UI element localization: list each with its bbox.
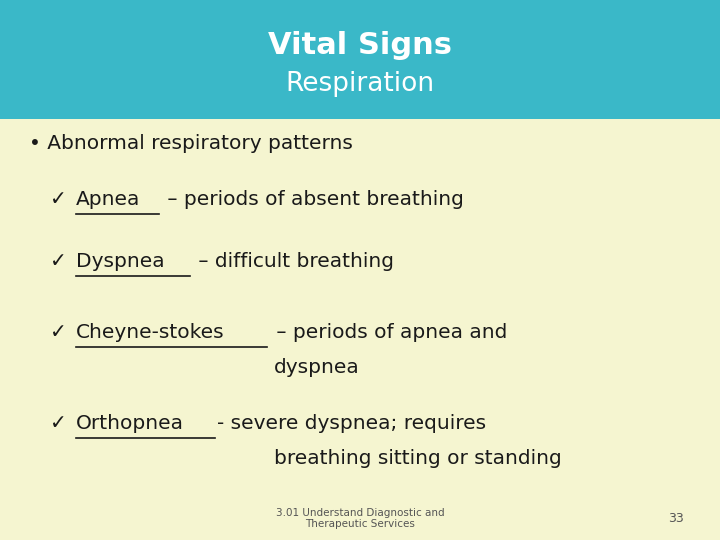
Text: 33: 33 [668,512,684,525]
Text: Dyspnea: Dyspnea [76,252,164,272]
Text: Apnea: Apnea [76,190,140,210]
Text: ✓: ✓ [50,252,67,272]
FancyBboxPatch shape [0,0,720,119]
Text: Respiration: Respiration [285,71,435,97]
Text: Vital Signs: Vital Signs [268,31,452,60]
Text: ✓: ✓ [50,322,67,342]
Text: – difficult breathing: – difficult breathing [192,252,394,272]
Text: breathing sitting or standing: breathing sitting or standing [274,449,562,469]
Text: 3.01 Understand Diagnostic and
Therapeutic Services: 3.01 Understand Diagnostic and Therapeut… [276,508,444,529]
Text: – periods of absent breathing: – periods of absent breathing [161,190,464,210]
Text: – periods of apnea and: – periods of apnea and [269,322,507,342]
Text: dyspnea: dyspnea [274,357,359,377]
Text: ✓: ✓ [50,190,67,210]
Text: Cheyne-stokes: Cheyne-stokes [76,322,224,342]
Text: • Abnormal respiratory patterns: • Abnormal respiratory patterns [29,133,353,153]
Text: ✓: ✓ [50,414,67,434]
Text: Orthopnea: Orthopnea [76,414,184,434]
Text: - severe dyspnea; requires: - severe dyspnea; requires [217,414,486,434]
